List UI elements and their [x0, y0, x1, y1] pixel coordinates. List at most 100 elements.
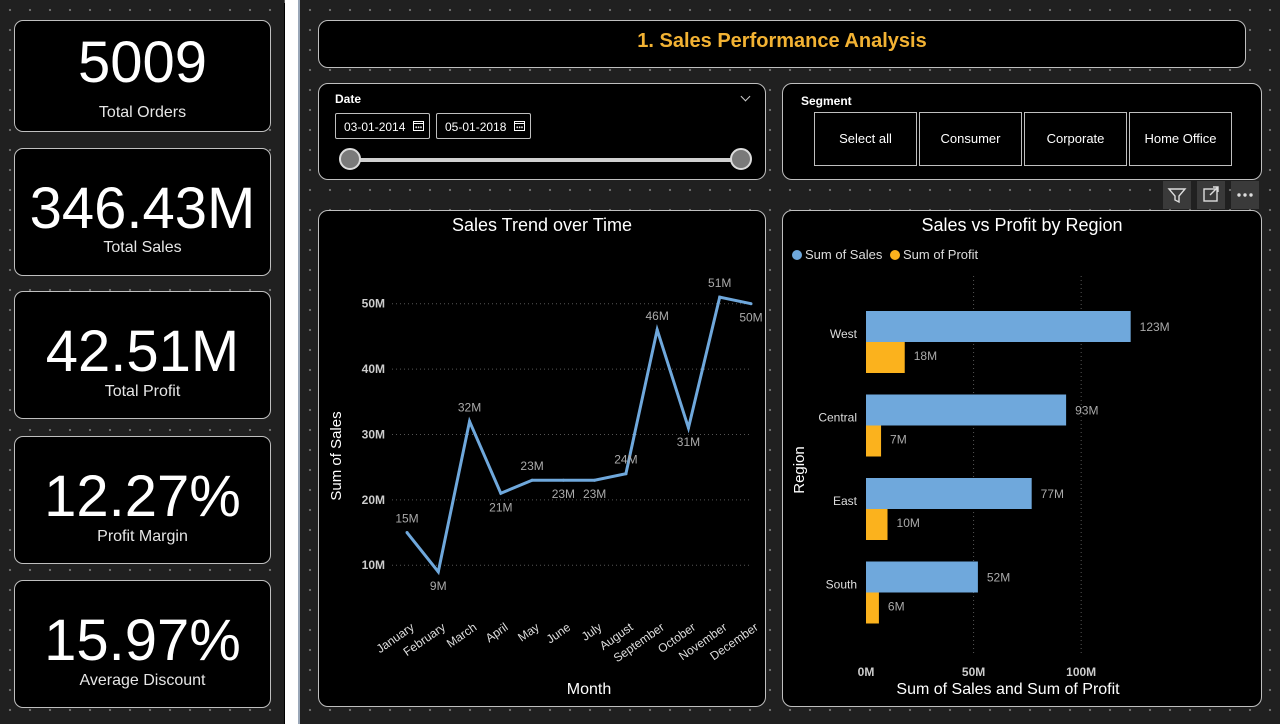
x-tick-label: June: [544, 620, 574, 647]
x-tick-label: March: [444, 620, 479, 651]
data-point: [530, 478, 534, 482]
data-label: 9M: [430, 579, 447, 593]
y-axis-title: Sum of Sales: [328, 411, 345, 500]
kpi-label: Total Sales: [103, 239, 182, 256]
data-point: [624, 472, 628, 476]
profit-data-label: 10M: [897, 516, 920, 530]
kpi-card-average-discount[interactable]: 15.97% Average Discount: [14, 580, 271, 708]
kpi-label: Total Orders: [98, 104, 187, 121]
filter-icon[interactable]: [1163, 181, 1191, 209]
panel-divider: [285, 0, 300, 724]
x-tick-label: April: [483, 620, 511, 645]
kpi-label: Profit Margin: [97, 528, 188, 545]
data-point: [718, 295, 722, 299]
legend-marker-sales: [792, 250, 802, 260]
data-label: 23M: [520, 459, 543, 473]
legend-label-profit: Sum of Profit: [903, 247, 979, 262]
segment-option-home-office[interactable]: Home Office: [1129, 112, 1232, 166]
chart-title: Sales Trend over Time: [451, 215, 633, 235]
data-label: 31M: [677, 435, 700, 449]
data-point: [468, 419, 472, 423]
data-point: [436, 570, 440, 574]
segment-slicer: Segment Select all Consumer Corporate Ho…: [782, 83, 1262, 180]
y-tick-label: West: [830, 327, 858, 341]
calendar-icon[interactable]: [413, 121, 424, 131]
data-label: 15M: [395, 512, 418, 526]
sales-bar: [866, 311, 1131, 342]
profit-data-label: 6M: [888, 600, 905, 614]
end-date-input[interactable]: 05-01-2018: [436, 113, 531, 139]
start-date-input[interactable]: 03-01-2014: [335, 113, 430, 139]
data-label: 24M: [614, 453, 637, 467]
bar-chart-plot: Sum of Sales Sum of Profit 0M 50M 100M 123M 18…: [791, 247, 1170, 698]
sales-data-label: 93M: [1075, 404, 1098, 418]
calendar-icon[interactable]: [514, 121, 525, 131]
sales-bar: [866, 478, 1032, 509]
more-options-icon[interactable]: [1231, 181, 1259, 209]
profit-data-label: 18M: [914, 349, 937, 363]
data-label: 46M: [646, 309, 669, 323]
profit-data-label: 7M: [890, 433, 907, 447]
segment-option-consumer[interactable]: Consumer: [919, 112, 1022, 166]
data-point: [686, 426, 690, 430]
data-point: [405, 531, 409, 535]
sales-trend-line: [405, 295, 752, 576]
end-date-value: 05-01-2018: [445, 120, 507, 134]
x-tick-label: 50M: [962, 665, 985, 679]
data-label: 51M: [708, 276, 731, 290]
sales-trend-chart[interactable]: Sales Trend over Time 10M 20M 30M 40M 50M 15M…: [318, 210, 766, 707]
y-axis-title: Region: [791, 446, 808, 494]
date-range-end-handle[interactable]: [730, 148, 752, 170]
data-point: [749, 302, 753, 306]
sales-bar: [866, 561, 978, 593]
x-axis-title: Sum of Sales and Sum of Profit: [896, 681, 1120, 698]
focus-mode-icon[interactable]: [1197, 181, 1225, 209]
chart-title: Sales vs Profit by Region: [921, 215, 1123, 235]
y-tick-label: 20M: [362, 493, 385, 507]
kpi-value: 42.51M: [45, 319, 240, 384]
kpi-card-total-orders[interactable]: 5009 Total Orders: [14, 20, 271, 132]
y-tick-label: East: [833, 494, 858, 508]
segment-option-select-all[interactable]: Select all: [814, 112, 917, 166]
data-label: 21M: [489, 500, 512, 514]
line-chart-plot: 10M 20M 30M 40M 50M 15M 9M 32M 21M 23M 23M 23M 24M 46…: [328, 276, 763, 698]
x-tick-label: 0M: [858, 665, 875, 679]
data-point: [561, 478, 565, 482]
sales-data-label: 123M: [1140, 320, 1170, 334]
x-tick-label: May: [515, 620, 542, 644]
legend-label-sales: Sum of Sales: [805, 247, 883, 262]
date-range-start-handle[interactable]: [339, 148, 361, 170]
sales-vs-profit-chart[interactable]: Sales vs Profit by Region Sum of Sales Su…: [782, 210, 1262, 707]
y-tick-label: 40M: [362, 362, 385, 376]
x-axis-title: Month: [567, 681, 611, 698]
sales-data-label: 52M: [987, 571, 1010, 585]
data-point: [499, 491, 503, 495]
kpi-card-total-profit[interactable]: 42.51M Total Profit: [14, 291, 271, 419]
kpi-value: 5009: [77, 30, 208, 95]
sales-data-label: 77M: [1041, 487, 1064, 501]
data-label: 23M: [552, 487, 575, 501]
y-tick-label: 10M: [362, 558, 385, 572]
x-tick-label: 100M: [1066, 665, 1096, 679]
y-tick-label: Central: [818, 411, 857, 425]
kpi-value: 15.97%: [44, 608, 241, 673]
chevron-down-icon[interactable]: [740, 91, 751, 102]
segment-slicer-label: Segment: [801, 94, 852, 108]
segment-option-corporate[interactable]: Corporate: [1024, 112, 1127, 166]
kpi-card-total-sales[interactable]: 346.43M Total Sales: [14, 148, 271, 276]
data-label: 23M: [583, 487, 606, 501]
profit-bar: [866, 425, 882, 457]
legend-marker-profit: [890, 250, 900, 260]
page-title: 1. Sales Performance Analysis: [637, 30, 927, 52]
kpi-card-profit-margin[interactable]: 12.27% Profit Margin: [14, 436, 271, 564]
kpi-label: Total Profit: [104, 383, 181, 400]
start-date-value: 03-01-2014: [344, 120, 406, 134]
date-range-track[interactable]: [351, 158, 741, 162]
page-title-card: 1. Sales Performance Analysis: [318, 20, 1246, 68]
data-label: 32M: [458, 400, 481, 414]
data-point: [655, 328, 659, 332]
y-tick-label: 30M: [362, 427, 385, 441]
kpi-value: 12.27%: [44, 464, 241, 529]
y-tick-label: South: [826, 578, 857, 592]
profit-bar: [866, 342, 905, 373]
